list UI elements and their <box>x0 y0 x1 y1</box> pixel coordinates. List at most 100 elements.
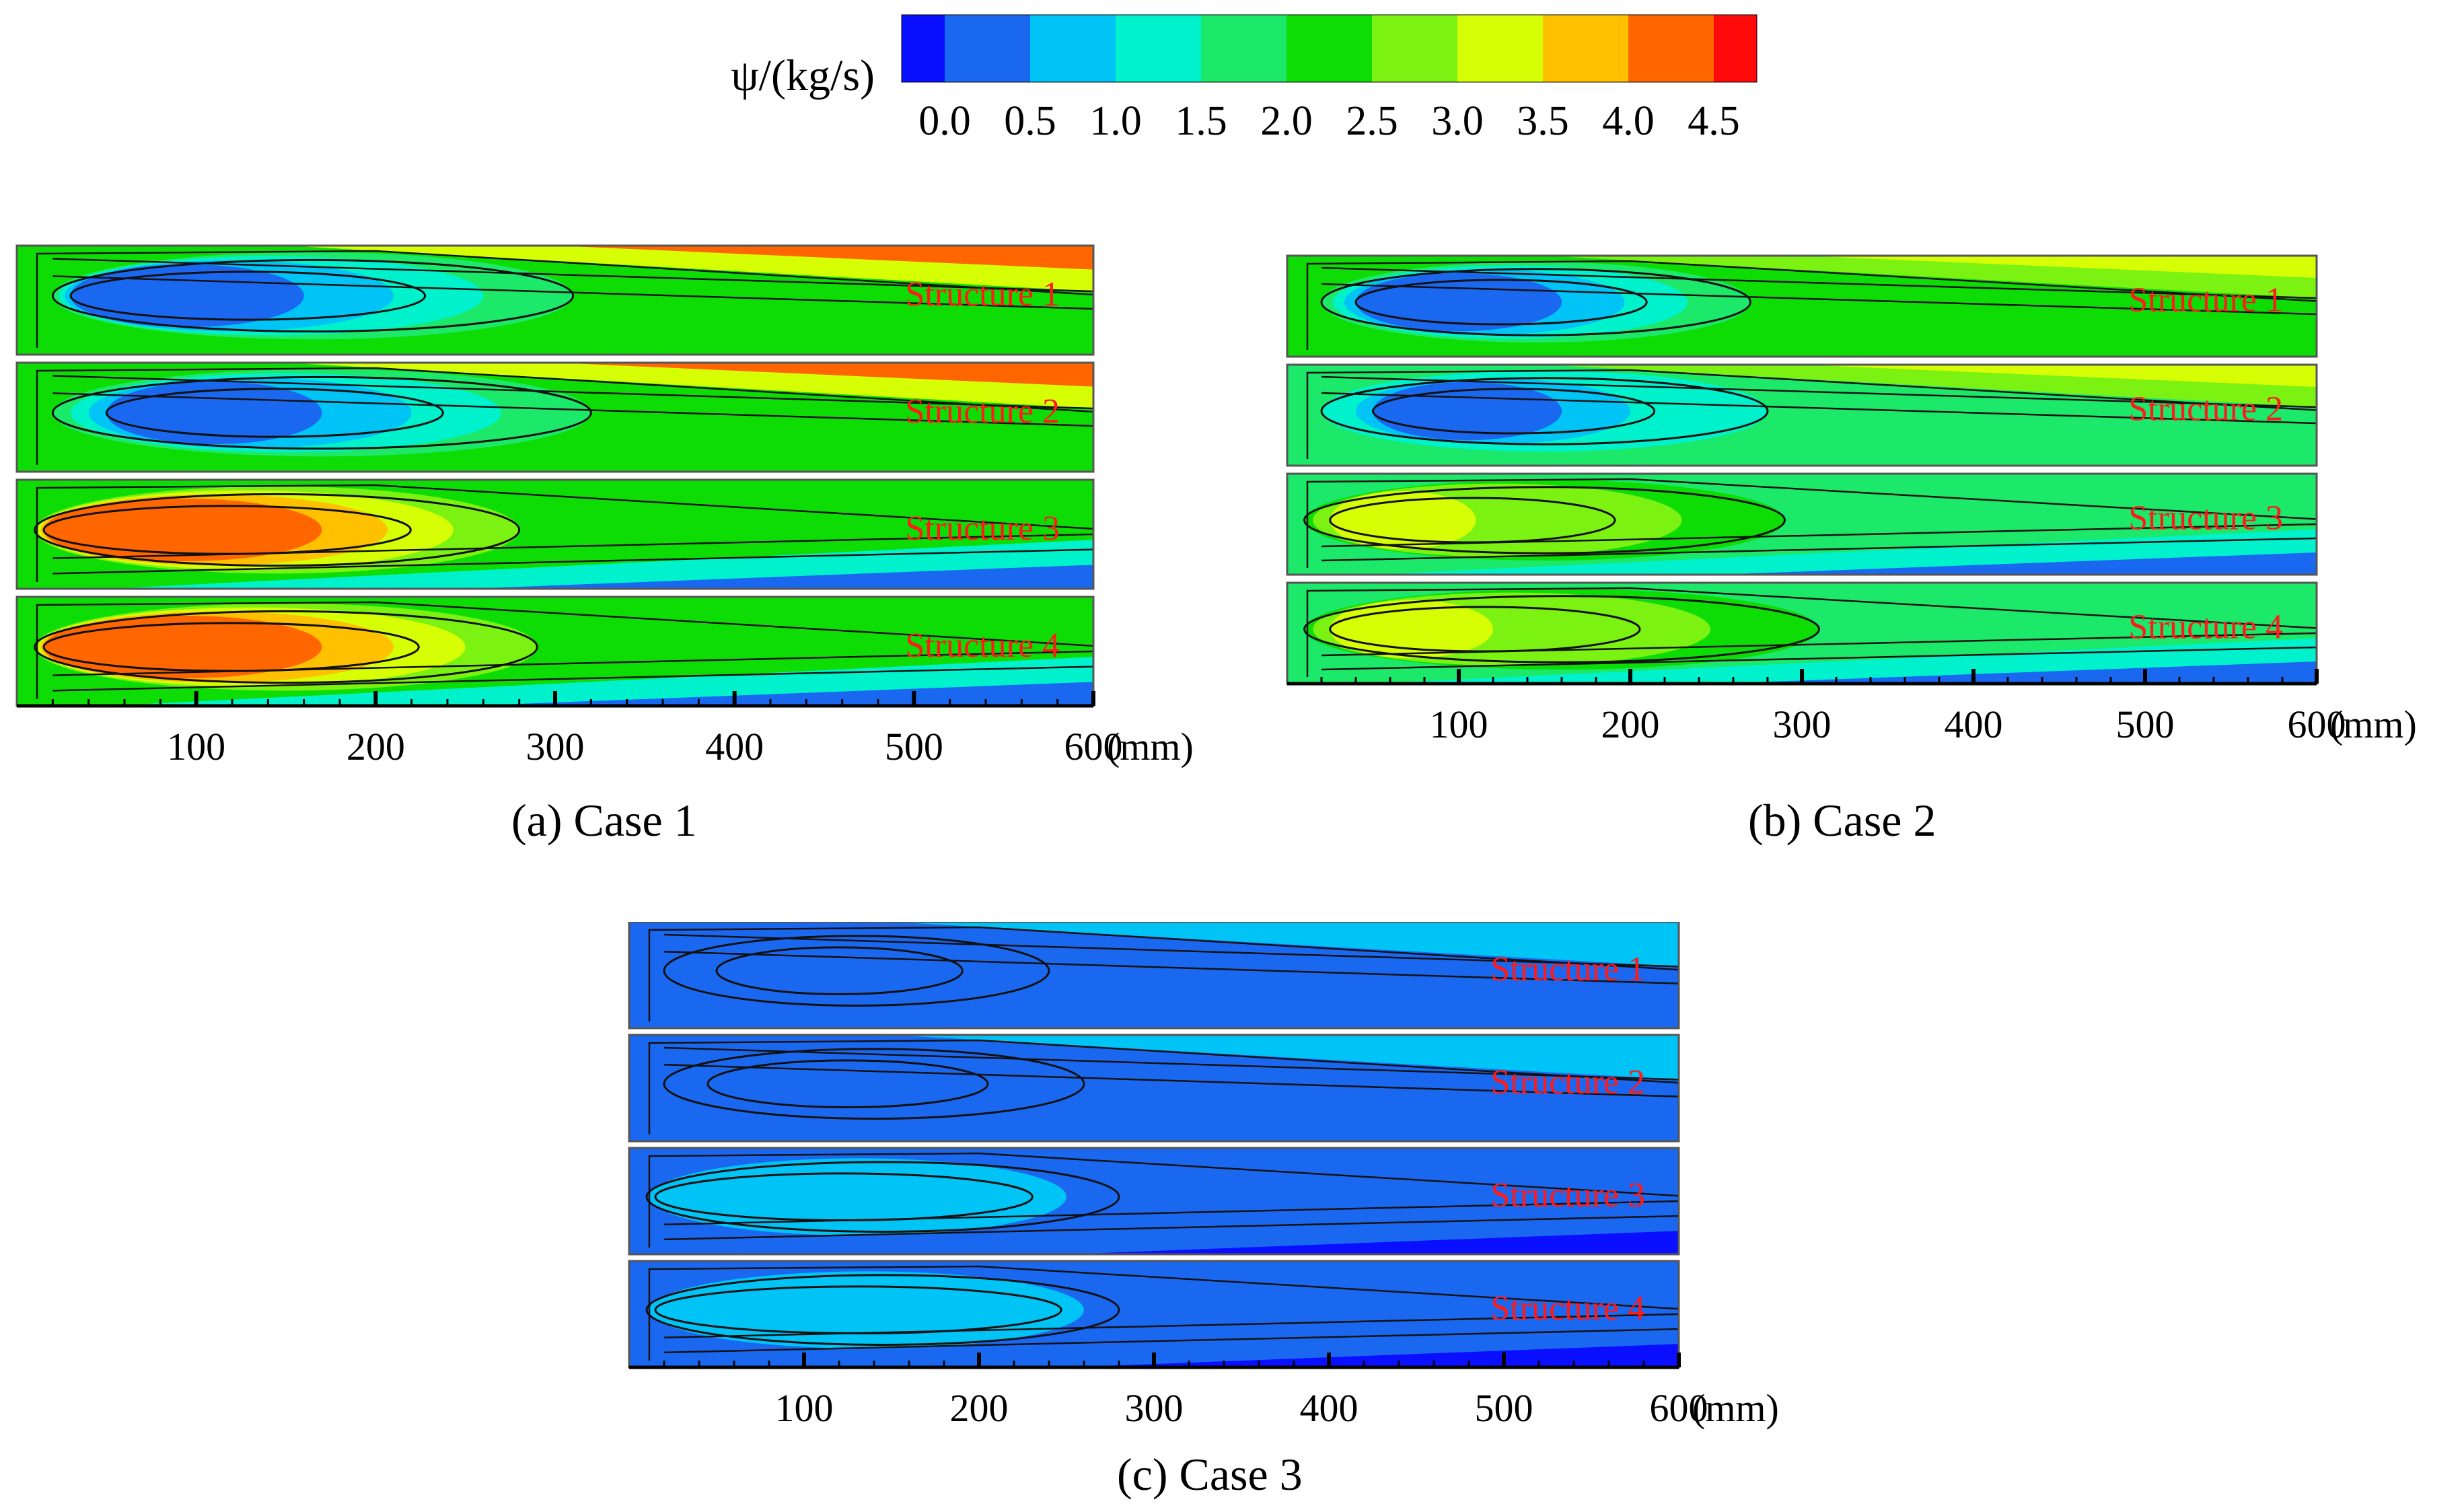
vortex-contour-region <box>43 498 322 562</box>
streamline-loop <box>715 946 964 995</box>
streamline <box>52 665 1093 692</box>
vortex-contour-region <box>71 264 304 328</box>
colorbar-label: ψ/(kg/s) <box>731 51 875 100</box>
colorbar-tick-label: 2.5 <box>1346 98 1398 144</box>
x-tick-label: 200 <box>1601 703 1660 746</box>
streamline <box>1321 266 2317 299</box>
vortex-contour-region <box>43 615 322 679</box>
streamline-boundary <box>36 484 1093 582</box>
streamline-loop <box>1320 268 1751 336</box>
streamline <box>663 950 1679 984</box>
colorbar-segment <box>1543 15 1628 82</box>
x-tick-label: 400 <box>1300 1386 1358 1430</box>
strip-frame <box>1286 254 2318 358</box>
vortex-contour-region <box>1356 273 1562 332</box>
vortex-contour-region <box>717 940 892 1002</box>
streamline <box>663 1313 1679 1339</box>
wall-value-band <box>1802 256 2317 278</box>
x-tick-label: 500 <box>2116 703 2175 746</box>
colorbar-segment <box>1201 15 1287 82</box>
streamline-loop <box>645 1161 1120 1233</box>
colorbar-segment <box>1372 15 1457 82</box>
streamline-boundary <box>648 1039 1679 1135</box>
caption-case-1: (a) Case 1 <box>511 795 697 846</box>
structure-strip <box>17 246 1093 355</box>
streamline <box>1321 375 2317 408</box>
colorbar-segment <box>1287 15 1372 82</box>
colorbar-tick-label: 3.5 <box>1517 98 1569 144</box>
colorbar-segment <box>1628 15 1714 82</box>
streamline-loop <box>1303 595 1820 663</box>
streamline <box>663 1215 1679 1241</box>
streamline-boundary <box>1306 478 2317 568</box>
colorbar-segment <box>1714 15 1757 82</box>
structure-strip <box>629 922 1679 1028</box>
wall-value-band <box>1716 661 2317 684</box>
structure-strip <box>17 597 1093 706</box>
structure-label: Structure 1 <box>2128 281 2283 320</box>
x-tick-label: 200 <box>347 725 405 768</box>
x-tick-label: 600 <box>1064 725 1123 768</box>
streamline <box>663 1200 1679 1226</box>
contour-panel-case-1: Structure 1 Structure 2 Structure 3 Structu… <box>15 244 1194 768</box>
x-axis-unit: (mm) <box>1107 725 1194 768</box>
structure-label: Structure 2 <box>2128 390 2283 429</box>
colorbar-segment <box>1116 15 1201 82</box>
streamline-loop <box>69 271 427 321</box>
structure-label: Structure 2 <box>905 392 1060 431</box>
streamline-boundary <box>648 1265 1679 1361</box>
streamline-boundary <box>36 601 1093 699</box>
vortex-contour-region <box>655 1166 962 1228</box>
contour-panel-case-3: Structure 1 Structure 2 Structure 3 Structu… <box>628 922 1779 1430</box>
structure-label: Structure 2 <box>1490 1063 1645 1102</box>
structure-label: Structure 4 <box>2128 608 2283 647</box>
streamline-boundary <box>1306 260 2317 350</box>
strip-frame <box>15 361 1095 473</box>
streamline <box>52 548 1093 575</box>
strip-frame <box>15 244 1095 356</box>
wall-value-band <box>465 565 1093 589</box>
strip-frame <box>628 1147 1680 1256</box>
colorbar-tick-label: 1.5 <box>1175 98 1227 144</box>
colorbar-frame <box>901 14 1758 83</box>
structure-label: Structure 1 <box>905 275 1060 314</box>
wall-value-band <box>555 246 1093 270</box>
x-tick-label: 500 <box>885 725 943 768</box>
x-tick-label: 300 <box>1773 703 1832 746</box>
x-tick-label: 400 <box>705 725 764 768</box>
vortex-contour-region <box>708 1053 909 1115</box>
x-tick-label: 600 <box>2288 703 2346 746</box>
contour-panel-case-2: Structure 1 Structure 2 Structure 3 Structu… <box>1286 254 2417 746</box>
streamline <box>52 275 1093 310</box>
streamline-loop <box>1303 486 1786 554</box>
colorbar-segment <box>945 15 1030 82</box>
structure-strip <box>1287 474 2317 575</box>
wall-value-band <box>1154 1035 1679 1058</box>
structure-label: Structure 4 <box>905 626 1060 665</box>
colorbar: 0.0 0.5 1.0 1.5 2.0 2.5 3.0 3.5 4.0 4.5 ψ/(kg/s) <box>731 14 1758 144</box>
x-tick-label: 200 <box>950 1386 1009 1430</box>
streamline-boundary <box>1306 369 2317 459</box>
colorbar-tick-label: 0.5 <box>1004 98 1056 144</box>
streamline <box>52 650 1093 676</box>
streamline-boundary <box>1306 587 2317 677</box>
structure-strip <box>17 363 1093 472</box>
structure-strip <box>17 480 1093 589</box>
colorbar-tick-label: 3.0 <box>1431 98 1484 144</box>
streamline <box>1321 537 2317 562</box>
x-tick-label: 400 <box>1945 703 2003 746</box>
structure-strip <box>1287 583 2317 684</box>
structure-label: Structure 3 <box>905 509 1060 548</box>
structure-label: Structure 3 <box>1490 1176 1645 1215</box>
colorbar-tick-label: 4.0 <box>1602 98 1655 144</box>
strip-frame <box>15 478 1095 590</box>
streamline-loop <box>51 375 592 450</box>
colorbar-tick-label: 0.0 <box>918 98 971 144</box>
streamline <box>52 375 1093 410</box>
streamline-boundary <box>36 367 1093 465</box>
strip-frame <box>1286 472 2318 576</box>
streamline-loop <box>105 388 444 438</box>
wall-value-band <box>1802 365 2317 387</box>
structure-label: Structure 4 <box>1490 1289 1645 1328</box>
